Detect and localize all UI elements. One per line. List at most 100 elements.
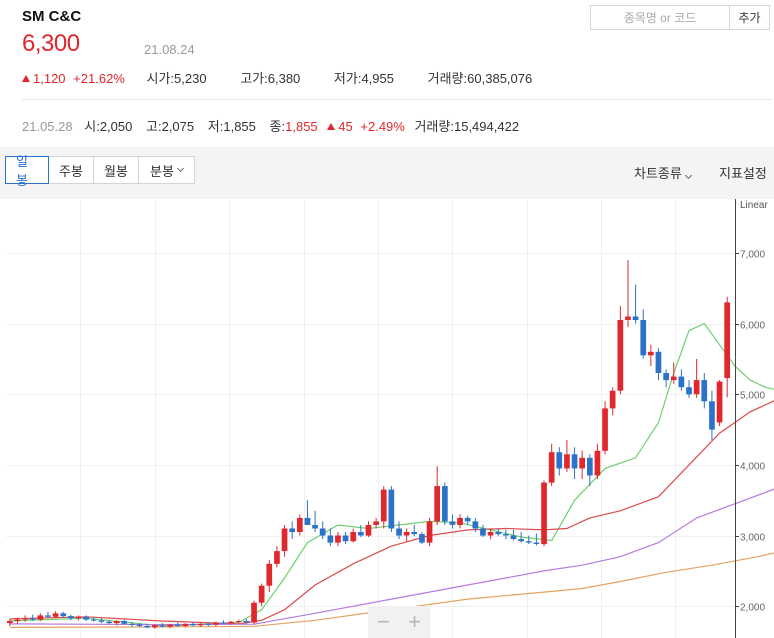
candle-body xyxy=(289,528,295,532)
candle xyxy=(144,623,150,629)
low-sep: : xyxy=(357,71,362,86)
candle xyxy=(571,447,578,480)
candle xyxy=(686,380,692,398)
candle-body xyxy=(182,623,189,626)
candle-body xyxy=(75,616,82,619)
candle-body xyxy=(365,525,372,536)
candle xyxy=(228,621,234,625)
candle xyxy=(625,259,631,328)
candle-body xyxy=(396,528,402,536)
candle-body xyxy=(464,517,471,522)
stock-search-input[interactable] xyxy=(591,6,729,29)
candle-body xyxy=(709,401,715,430)
candle xyxy=(68,614,74,621)
candle-body xyxy=(472,521,479,529)
hover-open-label: 시 xyxy=(84,119,97,134)
candle-body xyxy=(342,535,349,542)
volume-label: 거래량 xyxy=(427,71,464,86)
candle xyxy=(159,623,166,628)
hover-change-percent: +2.49% xyxy=(360,119,405,134)
candlestick-chart[interactable]: Linear 2,000 3,000 4,000 5,000 6,000 7,000 xyxy=(0,199,774,638)
chart-type-label: 차트종류 xyxy=(634,166,682,181)
candle xyxy=(14,617,21,624)
candle xyxy=(434,466,440,525)
candle-body xyxy=(159,625,166,627)
candle-body xyxy=(319,528,326,536)
candle-body xyxy=(228,621,234,624)
high-sep: : xyxy=(264,71,268,86)
candle xyxy=(327,528,334,547)
y-tick-label: 2,000 xyxy=(740,603,765,614)
hover-volume-label: 거래량 xyxy=(414,119,451,134)
tab-minute[interactable]: 분봉 xyxy=(139,156,195,184)
candle xyxy=(98,618,105,624)
candle-body xyxy=(350,532,357,542)
candle-body xyxy=(83,616,89,620)
candle xyxy=(22,615,28,622)
candle-body xyxy=(312,525,318,529)
candle xyxy=(457,514,463,529)
price-date: 21.08.24 xyxy=(144,42,195,57)
tab-weekly[interactable]: 주봉 xyxy=(49,156,94,184)
candle xyxy=(503,529,509,540)
candle-body xyxy=(22,618,28,620)
hover-low-label: 저 xyxy=(207,119,220,134)
hover-close-sep: : xyxy=(281,119,286,134)
candle xyxy=(480,524,486,537)
candle-body xyxy=(258,585,265,603)
y-tick-label: 4,000 xyxy=(740,462,765,473)
stock-chart[interactable]: Linear 2,000 3,000 4,000 5,000 6,000 7,000 xyxy=(0,199,774,638)
y-tick-label: 6,000 xyxy=(740,321,765,332)
open-value: 5,230 xyxy=(174,71,207,86)
chart-type-dropdown[interactable]: 차트종류 xyxy=(634,163,692,182)
candle xyxy=(251,600,257,625)
candle xyxy=(564,440,570,472)
price-stats: 1,120 +21.62% 시가:5,230 고가:6,380 저가:4,955… xyxy=(22,68,532,87)
candle xyxy=(594,443,601,480)
candle xyxy=(388,486,395,533)
candle-body xyxy=(45,615,51,617)
candle xyxy=(640,309,647,359)
candle xyxy=(152,624,158,629)
volume-sep: : xyxy=(463,71,468,86)
indicator-settings-button[interactable]: 지표설정 xyxy=(719,166,767,181)
divider xyxy=(22,99,772,100)
stock-name: SM C&C xyxy=(22,8,82,25)
add-button[interactable]: 추가 xyxy=(730,5,770,30)
candle xyxy=(7,618,13,626)
zoom-controls: − + xyxy=(368,606,430,638)
candle-body xyxy=(503,534,509,536)
candle xyxy=(350,528,357,543)
candle xyxy=(289,521,295,540)
candle xyxy=(365,521,372,537)
candle-body xyxy=(403,532,410,536)
tab-monthly[interactable]: 월봉 xyxy=(94,156,139,184)
candle xyxy=(358,524,364,537)
y-tick-label: 7,000 xyxy=(740,250,765,261)
tab-daily[interactable]: 일봉 xyxy=(5,154,49,188)
candle-body xyxy=(541,482,547,545)
candle-body xyxy=(235,621,242,622)
candle xyxy=(579,450,585,480)
candle-body xyxy=(686,387,692,395)
candle-body xyxy=(373,521,379,525)
hover-date: 21.05.28 xyxy=(22,119,73,134)
candle-body xyxy=(625,316,631,320)
stock-search-box[interactable] xyxy=(590,5,730,30)
candle xyxy=(342,532,349,545)
candle-body xyxy=(449,521,456,525)
candle xyxy=(609,387,616,416)
candle-body xyxy=(113,621,120,624)
zoom-out-button[interactable]: − xyxy=(377,609,390,634)
candle xyxy=(426,517,433,547)
chevron-down-icon xyxy=(176,164,184,173)
candle xyxy=(678,369,685,391)
zoom-in-button[interactable]: + xyxy=(408,609,421,634)
candle xyxy=(235,619,242,624)
candle-body xyxy=(380,489,387,522)
candle xyxy=(258,583,265,607)
candle-body xyxy=(388,489,395,529)
candle xyxy=(525,535,532,545)
y-tick-label: 3,000 xyxy=(740,533,765,544)
candle-body xyxy=(510,535,517,539)
